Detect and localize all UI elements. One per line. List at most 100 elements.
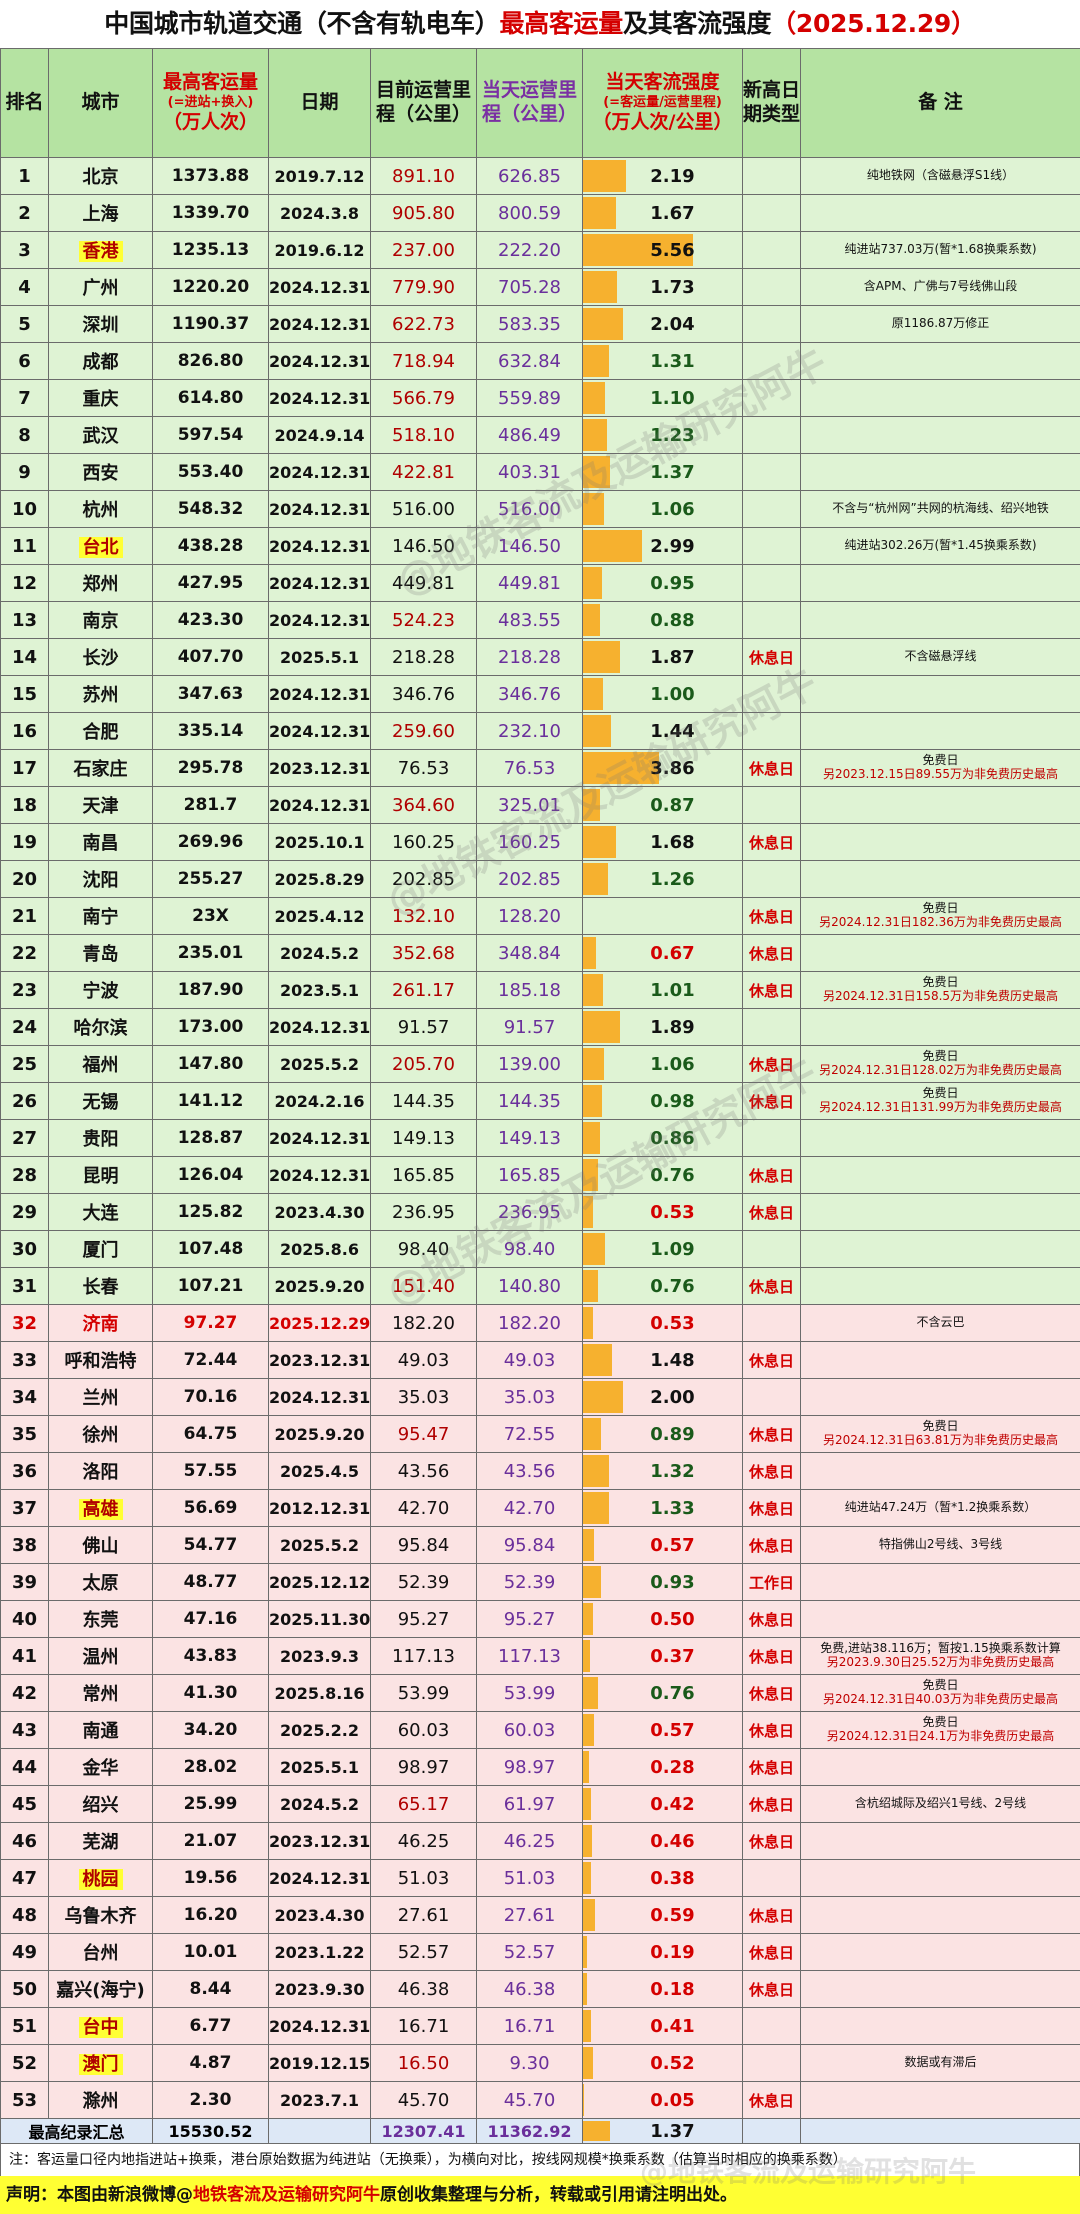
cell-peak: 47.16 xyxy=(153,1601,269,1638)
cell-len: 566.79 xyxy=(371,380,477,417)
cell-intensity: 0.46 xyxy=(583,1823,743,1860)
cell-day-len: 27.61 xyxy=(477,1897,583,1934)
cell-type: 休息日 xyxy=(743,1638,801,1675)
cell-note: 免费日另2024.12.31日128.02万为非免费历史最高 xyxy=(801,1046,1080,1083)
cell-date: 2023.9.30 xyxy=(269,1971,371,2008)
cell-peak: 56.69 xyxy=(153,1490,269,1527)
cell-type xyxy=(743,713,801,750)
cell-rank: 29 xyxy=(1,1194,49,1231)
cell-rank: 10 xyxy=(1,491,49,528)
header-peak: 最高客运量(=进站+换入)（万人次） xyxy=(153,49,269,158)
cell-type: 休息日 xyxy=(743,1971,801,2008)
cell-type: 休息日 xyxy=(743,1675,801,1712)
cell-peak: 72.44 xyxy=(153,1342,269,1379)
cell-day-len: 218.28 xyxy=(477,639,583,676)
cell-note: 免费日另2024.12.31日63.81万为非免费历史最高 xyxy=(801,1416,1080,1453)
cell-date: 2019.6.12 xyxy=(269,232,371,269)
cell-note xyxy=(801,1157,1080,1194)
cell-city: 滁州 xyxy=(49,2082,153,2119)
cell-intensity: 1.68 xyxy=(583,824,743,861)
cell-peak: 10.01 xyxy=(153,1934,269,1971)
cell-intensity: 1.00 xyxy=(583,676,743,713)
cell-intensity: 1.23 xyxy=(583,417,743,454)
cell-day-len: 72.55 xyxy=(477,1416,583,1453)
cell-note xyxy=(801,454,1080,491)
cell-note xyxy=(801,1009,1080,1046)
cell-day-len: 182.20 xyxy=(477,1305,583,1342)
cell-day-len: 160.25 xyxy=(477,824,583,861)
cell-len: 422.81 xyxy=(371,454,477,491)
cell-peak: 4.87 xyxy=(153,2045,269,2082)
summary-peak: 15530.52 xyxy=(153,2119,269,2144)
cell-peak: 23X xyxy=(153,898,269,935)
cell-rank: 45 xyxy=(1,1786,49,1823)
cell-type xyxy=(743,602,801,639)
cell-city: 台北 xyxy=(49,528,153,565)
cell-day-len: 42.70 xyxy=(477,1490,583,1527)
cell-len: 516.00 xyxy=(371,491,477,528)
cell-rank: 51 xyxy=(1,2008,49,2045)
cell-peak: 25.99 xyxy=(153,1786,269,1823)
cell-peak: 54.77 xyxy=(153,1527,269,1564)
cell-intensity: 2.04 xyxy=(583,306,743,343)
cell-intensity: 1.33 xyxy=(583,1490,743,1527)
cell-type xyxy=(743,861,801,898)
cell-peak: 597.54 xyxy=(153,417,269,454)
cell-date: 2025.11.30 xyxy=(269,1601,371,1638)
cell-intensity xyxy=(583,898,743,935)
cell-intensity: 0.95 xyxy=(583,565,743,602)
cell-day-len: 98.40 xyxy=(477,1231,583,1268)
cell-intensity: 1.48 xyxy=(583,1342,743,1379)
cell-rank: 27 xyxy=(1,1120,49,1157)
cell-len: 46.38 xyxy=(371,1971,477,2008)
summary-date xyxy=(269,2119,371,2144)
intensity-bar xyxy=(583,937,596,969)
cell-len: 149.13 xyxy=(371,1120,477,1157)
cell-rank: 1 xyxy=(1,158,49,195)
cell-rank: 28 xyxy=(1,1157,49,1194)
intensity-bar xyxy=(583,1011,620,1043)
cell-date: 2025.4.5 xyxy=(269,1453,371,1490)
cell-intensity: 1.26 xyxy=(583,861,743,898)
cell-type xyxy=(743,269,801,306)
cell-day-len: 348.84 xyxy=(477,935,583,972)
intensity-bar xyxy=(583,2010,591,2042)
intensity-bar xyxy=(583,1492,609,1524)
summary-label: 最高纪录汇总 xyxy=(1,2119,153,2144)
cell-type: 休息日 xyxy=(743,1268,801,1305)
intensity-bar xyxy=(583,1233,605,1265)
intensity-bar xyxy=(583,678,603,710)
cell-type: 休息日 xyxy=(743,1342,801,1379)
cell-peak: 2.30 xyxy=(153,2082,269,2119)
intensity-bar xyxy=(583,1196,593,1228)
intensity-bar xyxy=(583,308,623,340)
cell-day-len: 632.84 xyxy=(477,343,583,380)
cell-note: 免费日另2024.12.31日40.03万为非免费历史最高 xyxy=(801,1675,1080,1712)
cell-note: 免费日另2023.12.15日89.55万为非免费历史最高 xyxy=(801,750,1080,787)
cell-intensity: 0.87 xyxy=(583,787,743,824)
cell-city: 杭州 xyxy=(49,491,153,528)
cell-type xyxy=(743,1379,801,1416)
cell-type xyxy=(743,232,801,269)
cell-intensity: 0.42 xyxy=(583,1786,743,1823)
cell-city: 南通 xyxy=(49,1712,153,1749)
cell-date: 2024.12.31 xyxy=(269,713,371,750)
cell-peak: 48.77 xyxy=(153,1564,269,1601)
cell-peak: 423.30 xyxy=(153,602,269,639)
cell-len: 165.85 xyxy=(371,1157,477,1194)
cell-len: 144.35 xyxy=(371,1083,477,1120)
cell-rank: 11 xyxy=(1,528,49,565)
cell-note: 纯进站47.24万（暂*1.2换乘系数） xyxy=(801,1490,1080,1527)
intensity-bar xyxy=(583,1714,594,1746)
cell-city: 昆明 xyxy=(49,1157,153,1194)
cell-note xyxy=(801,1194,1080,1231)
cell-intensity: 1.32 xyxy=(583,1453,743,1490)
cell-rank: 9 xyxy=(1,454,49,491)
cell-intensity: 0.57 xyxy=(583,1527,743,1564)
cell-day-len: 144.35 xyxy=(477,1083,583,1120)
